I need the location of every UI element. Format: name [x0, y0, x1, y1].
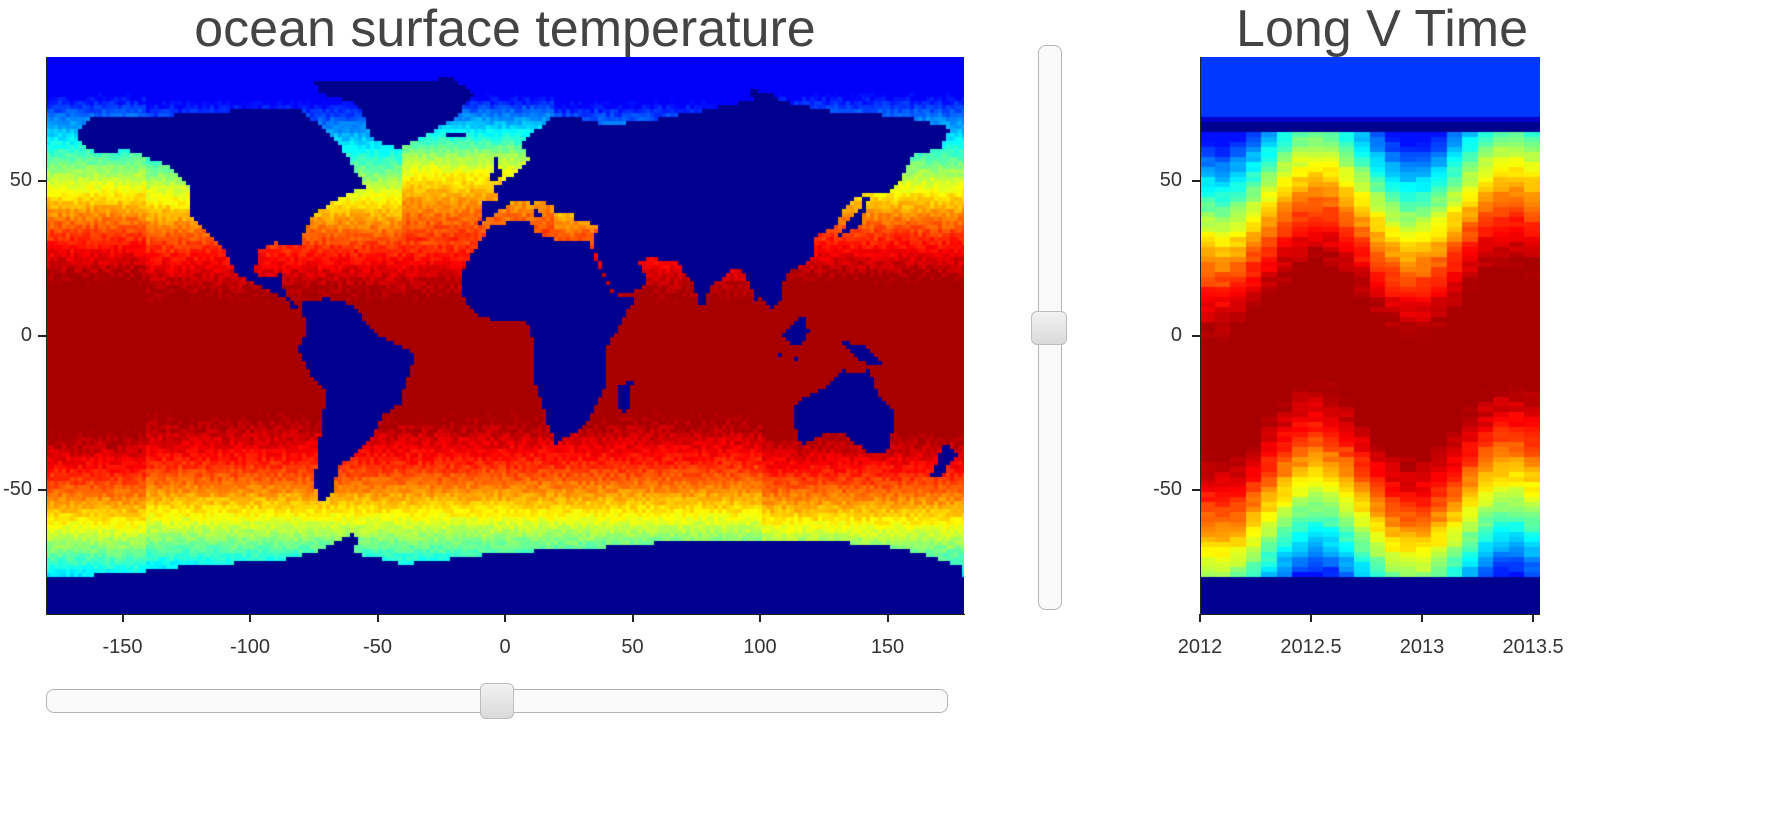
longitude-slider-thumb[interactable] — [480, 683, 514, 719]
lvt-y-tick — [1192, 489, 1200, 492]
lvt-x-tick-label: 2013.5 — [1502, 636, 1564, 658]
ocean-temperature-canvas[interactable] — [46, 57, 964, 614]
lvt-x-tick — [1199, 614, 1201, 622]
lvt-y-tick-label: 0 — [1170, 323, 1182, 346]
map-y-tick — [38, 334, 46, 337]
lvt-y-axis — [1200, 57, 1201, 615]
map-x-tick-label: 0 — [499, 636, 511, 658]
map-x-tick — [886, 614, 889, 622]
map-x-tick-label: 50 — [621, 636, 644, 658]
map-x-tick-label: 150 — [870, 636, 905, 658]
lvt-x-tick — [1421, 614, 1424, 622]
map-y-tick — [38, 489, 46, 492]
lvt-y-tick — [1192, 179, 1200, 182]
lvt-y-tick-label: -50 — [1153, 478, 1182, 501]
long-v-time-heatmap[interactable] — [1200, 57, 1540, 614]
map-x-tick — [249, 614, 251, 622]
lvt-y-tick-label: 50 — [1159, 168, 1182, 191]
map-y-axis — [46, 57, 47, 615]
long-v-time-title: Long V Time — [1236, 0, 1528, 58]
lvt-x-tick-label: 2012.5 — [1280, 636, 1342, 658]
map-x-tick-label: -50 — [363, 636, 392, 658]
map-x-tick-label: -150 — [102, 636, 143, 658]
map-x-tick — [631, 614, 634, 622]
map-title: ocean surface temperature — [194, 0, 816, 58]
lvt-x-tick — [1532, 614, 1535, 622]
map-y-tick-label: 0 — [20, 323, 32, 346]
lvt-x-tick-label: 2012 — [1177, 636, 1223, 658]
map-y-tick — [38, 179, 46, 182]
lvt-x-tick-label: 2013 — [1399, 636, 1445, 658]
map-x-tick — [759, 614, 761, 622]
map-y-tick-label: -50 — [3, 478, 32, 501]
map-x-tick — [504, 614, 506, 622]
latitude-slider-thumb[interactable] — [1031, 310, 1067, 345]
map-y-tick-label: 50 — [9, 168, 32, 191]
map-x-tick — [121, 614, 124, 622]
ocean-temperature-heatmap[interactable] — [46, 57, 964, 614]
lvt-y-tick — [1192, 334, 1200, 337]
long-v-time-canvas[interactable] — [1200, 57, 1540, 614]
lvt-x-tick — [1310, 614, 1313, 622]
map-x-tick — [376, 614, 379, 622]
map-x-tick-label: 100 — [743, 636, 777, 658]
map-x-tick-label: -100 — [229, 636, 271, 658]
lvt-x-axis — [1200, 614, 1540, 615]
